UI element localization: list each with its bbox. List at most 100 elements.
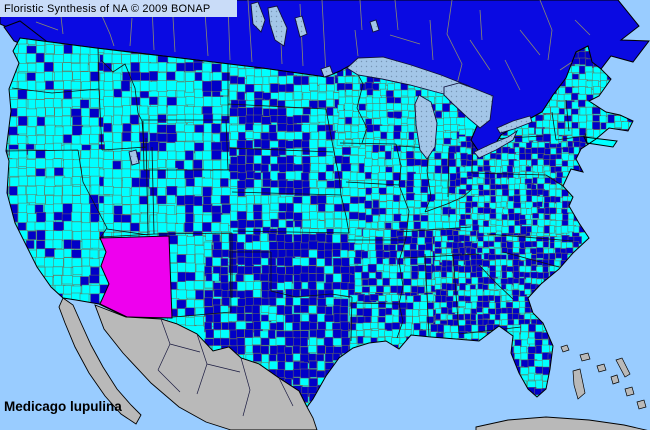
county-cell [349,203,360,213]
county-cell [527,337,536,345]
county-cell [349,220,360,229]
county-cell [332,305,342,316]
county-cell [244,274,255,282]
county-cell [293,91,303,100]
county-cell [156,195,167,205]
county-cell [440,152,449,160]
county-cell [513,202,522,209]
county-cell [275,289,284,299]
county-cell [324,249,333,259]
county-cell [285,171,296,180]
county-cell [394,118,402,127]
county-cell [448,186,456,194]
county-cell [166,133,178,143]
county-cell [157,159,166,168]
county-cell [194,315,204,326]
county-cell [284,361,295,371]
county-cell [260,345,270,355]
county-cell [35,158,46,169]
county-cell [369,294,379,301]
county-cell [309,337,317,346]
county-cell [388,244,396,251]
county-cell [71,211,82,222]
county-cell [339,306,349,314]
county-cell [407,220,414,230]
county-cell [140,213,150,223]
county-cell [496,188,503,196]
county-cell [472,224,480,231]
county-cell [130,62,140,73]
county-cell [35,194,46,205]
county-cell [202,186,212,197]
county-cell [300,321,311,331]
county-cell [446,253,453,262]
county-cell [534,331,543,340]
county-cell [371,193,380,200]
county-cell [499,313,509,321]
county-cell [549,99,558,108]
county-cell [358,219,367,228]
county-cell [71,135,82,146]
county-cell [213,313,222,323]
county-cell [405,192,416,202]
county-cell [384,150,392,161]
county-cell [341,146,352,155]
county-cell [292,139,303,148]
county-cell [284,234,293,244]
county-cell [219,223,229,233]
county-cell [27,135,39,145]
county-cell [561,160,569,167]
county-cell [260,241,271,252]
county-cell [131,213,140,224]
county-cell [364,200,373,209]
county-cell [79,134,90,146]
county-cell [212,257,222,267]
county-cell [72,115,83,126]
county-cell [489,159,496,167]
county-cell [63,257,73,269]
county-cell [528,331,536,339]
county-cell [476,177,485,184]
county-cell [261,116,272,125]
county-cell [349,294,358,303]
county-cell [361,271,370,280]
county-cell [269,360,279,371]
county-cell [147,195,157,206]
county-cell [81,126,93,136]
county-cell [564,128,573,136]
county-cell [308,265,317,274]
county-cell [62,62,72,72]
county-cell [62,71,73,82]
county-cell [269,98,278,107]
county-cell [410,257,418,265]
county-cell [293,148,302,157]
county-cell [261,187,272,196]
county-cell [470,313,477,321]
county-cell [471,242,478,249]
county-cell [435,103,443,111]
county-cell [252,256,262,265]
county-cell [245,140,253,149]
county-cell [202,150,213,161]
county-cell [464,324,472,333]
county-cell [372,199,380,209]
county-cell [81,81,91,91]
county-cell [526,225,533,233]
county-cell [478,213,485,220]
county-cell [578,99,587,108]
county-cell [103,213,115,225]
county-cell [235,273,244,282]
state-borders-east [398,99,589,337]
county-cell [293,212,303,222]
county-cell [229,338,238,347]
county-cell [385,314,395,324]
county-cell [103,150,114,160]
county-cell [203,241,212,250]
county-cell [212,160,222,170]
county-cell [286,202,295,214]
county-cell [427,302,435,310]
county-cell [308,273,317,283]
county-cell [488,235,495,242]
county-cell [308,353,317,362]
county-cell [149,71,159,81]
